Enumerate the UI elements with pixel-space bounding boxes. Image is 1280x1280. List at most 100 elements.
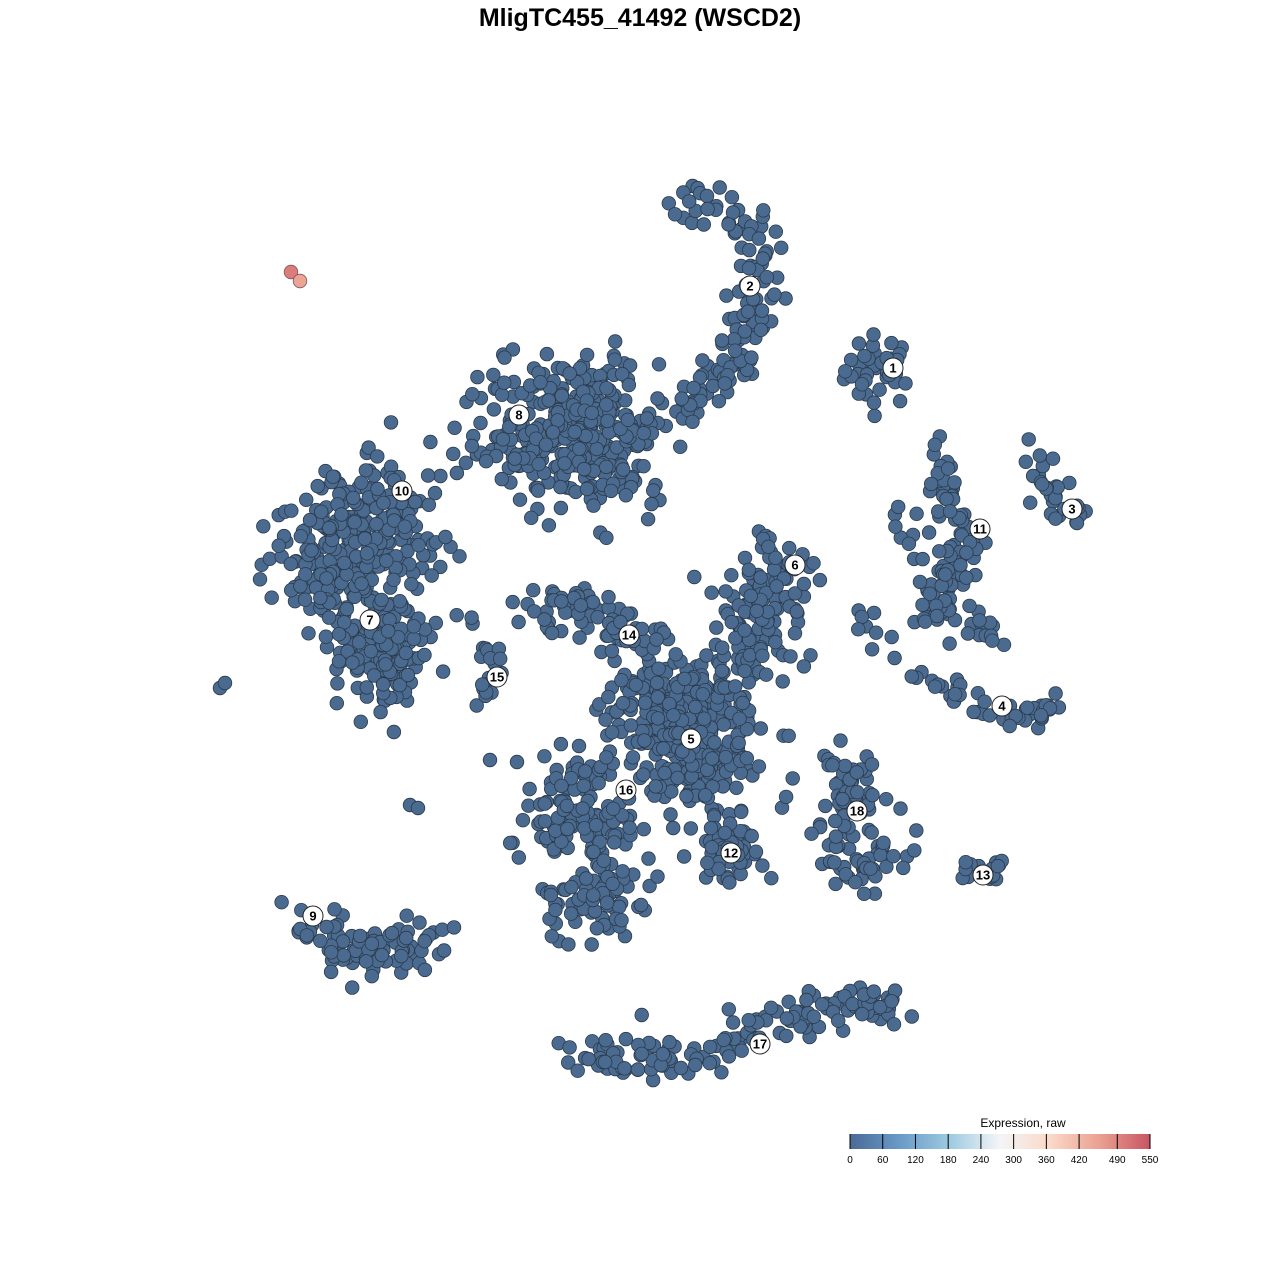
cell-point-cluster-14 — [572, 630, 587, 645]
cell-point-cluster-5 — [666, 820, 681, 836]
cell-point-cluster-2 — [712, 180, 727, 195]
cell-point-cluster-2 — [741, 261, 757, 276]
cell-point-cluster-10 — [376, 495, 391, 511]
cell-point-cluster-8 — [650, 391, 665, 406]
cell-point-cluster-16 — [591, 776, 606, 791]
cell-point-cluster-17 — [562, 1040, 577, 1055]
cell-point-cluster-11 — [947, 475, 962, 490]
cell-point-cluster-6 — [715, 640, 730, 655]
cell-point-cluster-6 — [704, 585, 719, 600]
cell-point-cluster-6 — [724, 568, 739, 583]
cell-point-cluster-11 — [921, 525, 937, 540]
cell-point-cluster-17 — [779, 1011, 795, 1026]
cell-point-cluster-10 — [421, 497, 437, 513]
cell-point-cluster-10 — [379, 553, 394, 569]
cell-point-cluster-2 — [692, 370, 708, 385]
cell-point-cluster-13 — [990, 858, 1006, 874]
cell-point-cluster-10 — [452, 549, 467, 564]
cell-point-cluster-2 — [742, 242, 757, 258]
cluster-label: 7 — [366, 613, 373, 628]
cell-point-cluster-10 — [386, 572, 401, 588]
cell-point-cluster-8 — [639, 411, 655, 426]
cluster-label-badge — [359, 609, 381, 631]
cluster-label: 16 — [619, 783, 633, 798]
cell-point-cluster-1 — [892, 393, 908, 409]
cell-point-cluster-18 — [838, 867, 853, 882]
colorbar: Expression, raw 0 60 120 180 240 300 360 420 490… — [847, 1116, 1159, 1166]
cell-point-cluster-8 — [464, 438, 480, 454]
cell-point-cluster-5 — [625, 750, 641, 765]
cell-point-cluster-16 — [586, 888, 601, 903]
cell-point-cluster-8 — [557, 456, 572, 471]
cell-point-cluster-17 — [831, 1013, 846, 1028]
cell-point-cluster-10 — [298, 567, 313, 582]
cell-point-cluster-16 — [548, 823, 563, 839]
cell-point-cluster-4 — [864, 642, 880, 657]
cell-point-outlier — [217, 675, 233, 691]
cell-point-cluster-17 — [799, 992, 814, 1008]
cell-point-cluster-8 — [553, 479, 568, 495]
cell-point-cluster-16 — [544, 929, 560, 944]
cluster-label-badge — [680, 728, 702, 750]
cluster-label-badge — [1061, 498, 1083, 520]
cell-point-cluster-8 — [646, 483, 661, 498]
cell-point-cluster-16 — [577, 764, 593, 779]
cell-point-cluster-6 — [724, 614, 740, 630]
cluster-label: 4 — [998, 699, 1006, 714]
cell-point-cluster-16 — [642, 878, 657, 894]
cell-point-cluster-16 — [571, 738, 587, 754]
cluster-label: 1 — [889, 361, 896, 376]
cell-point-cluster-6 — [728, 631, 743, 646]
cell-point-cluster-6 — [768, 634, 783, 650]
colorbar-tick-label: 490 — [1109, 1155, 1126, 1166]
cell-point-cluster-6 — [749, 603, 765, 619]
cell-point-cluster-14 — [668, 647, 683, 662]
cell-point-cluster-17 — [904, 1009, 920, 1024]
cell-point-cluster-8 — [644, 496, 659, 512]
colorbar-gradient — [850, 1134, 1150, 1149]
cell-point-cluster-5 — [699, 648, 714, 663]
cell-point-cluster-9 — [319, 919, 334, 935]
cell-point-cluster-18 — [849, 765, 865, 780]
cell-point-cluster-16 — [633, 897, 649, 913]
cell-point-cluster-10 — [299, 492, 314, 508]
cell-point-cluster-2 — [724, 189, 740, 205]
cell-point-cluster-10 — [337, 555, 352, 571]
cell-point-cluster-5 — [637, 733, 652, 748]
cell-point-cluster-18 — [864, 825, 879, 840]
cell-point-cluster-11 — [953, 557, 968, 573]
cell-point-cluster-2 — [756, 203, 771, 218]
cell-point-cluster-12 — [722, 875, 737, 890]
cell-point-cluster-12 — [711, 861, 726, 877]
cell-point-cluster-14 — [537, 612, 552, 627]
cell-point-cluster-5 — [670, 770, 685, 786]
cell-point-cluster-1 — [866, 395, 882, 410]
cell-point-cluster-16 — [588, 818, 604, 833]
cell-point-cluster-9 — [359, 954, 374, 969]
cell-point-cluster-2 — [695, 353, 710, 368]
cell-point-cluster-8 — [486, 367, 501, 383]
cell-point-cluster-16 — [586, 844, 601, 860]
cell-point-cluster-10 — [304, 543, 319, 558]
cell-point-cluster-14 — [651, 661, 666, 676]
cell-point-cluster-4 — [1048, 686, 1063, 701]
cluster-label-badge — [991, 695, 1013, 717]
cell-point-outlier — [509, 754, 525, 770]
cell-point-cluster-11 — [932, 544, 947, 559]
cell-point-cluster-8 — [538, 437, 554, 452]
cell-point-cluster-9 — [399, 908, 414, 923]
colorbar-tick-label: 60 — [877, 1155, 889, 1166]
cell-point-cluster-16 — [522, 781, 537, 797]
cell-point-cluster-9 — [324, 945, 339, 960]
cell-point-cluster-9 — [327, 902, 342, 917]
cell-point-cluster-6 — [753, 570, 768, 585]
cell-point-cluster-17 — [734, 1043, 749, 1058]
cell-point-cluster-2 — [661, 196, 677, 211]
cell-point-cluster-6 — [768, 550, 783, 566]
cell-point-cluster-16 — [615, 864, 630, 879]
cell-point-cluster-8 — [497, 375, 512, 390]
cell-point-cluster-5 — [598, 712, 613, 727]
cell-point-cluster-5 — [666, 708, 681, 723]
cell-point-cluster-6 — [787, 586, 803, 601]
cluster-label-badge — [720, 842, 742, 864]
